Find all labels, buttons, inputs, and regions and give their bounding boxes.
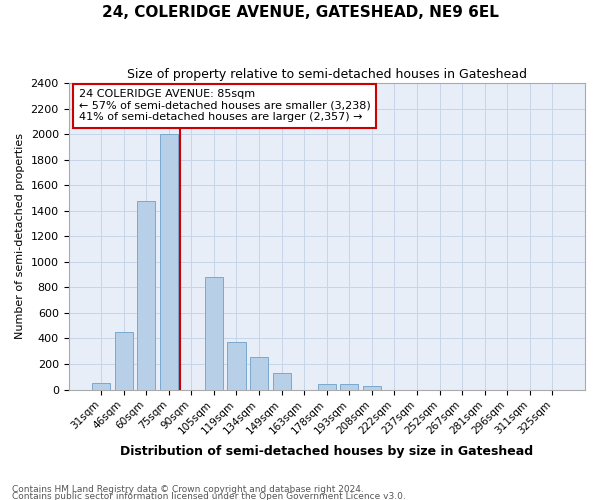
Bar — [92, 383, 110, 390]
Bar — [160, 134, 178, 390]
Bar — [340, 384, 358, 390]
X-axis label: Distribution of semi-detached houses by size in Gateshead: Distribution of semi-detached houses by … — [120, 444, 533, 458]
Bar — [318, 384, 336, 390]
Bar — [250, 357, 268, 390]
Bar — [227, 342, 245, 390]
Text: Contains public sector information licensed under the Open Government Licence v3: Contains public sector information licen… — [12, 492, 406, 500]
Y-axis label: Number of semi-detached properties: Number of semi-detached properties — [15, 134, 25, 340]
Text: Contains HM Land Registry data © Crown copyright and database right 2024.: Contains HM Land Registry data © Crown c… — [12, 486, 364, 494]
Bar — [363, 386, 381, 390]
Bar — [137, 200, 155, 390]
Text: 24, COLERIDGE AVENUE, GATESHEAD, NE9 6EL: 24, COLERIDGE AVENUE, GATESHEAD, NE9 6EL — [101, 5, 499, 20]
Title: Size of property relative to semi-detached houses in Gateshead: Size of property relative to semi-detach… — [127, 68, 527, 80]
Text: 24 COLERIDGE AVENUE: 85sqm
← 57% of semi-detached houses are smaller (3,238)
41%: 24 COLERIDGE AVENUE: 85sqm ← 57% of semi… — [79, 89, 371, 122]
Bar — [115, 332, 133, 390]
Bar — [272, 373, 290, 390]
Bar — [205, 277, 223, 390]
